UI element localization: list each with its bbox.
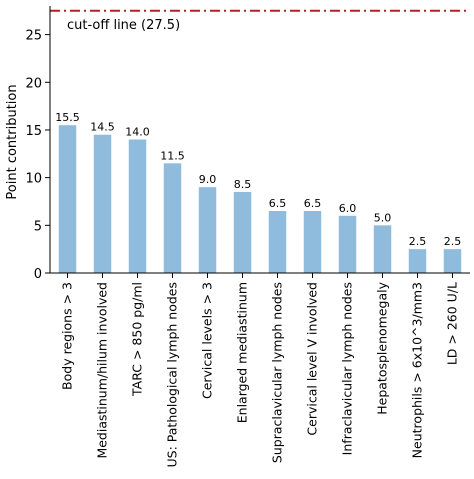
x-tick-label: Hepatosplenomegaly <box>375 281 390 414</box>
bar <box>58 125 77 273</box>
x-tick-label: Neutrophils > 6x10^3/mm3 <box>410 282 425 458</box>
bar <box>268 211 287 273</box>
x-tick-label: TARC > 850 pg/ml <box>130 282 145 397</box>
bar-value-label: 2.5 <box>444 235 462 248</box>
bar <box>373 225 392 273</box>
x-tick-label: Enlarged mediastinum <box>235 282 250 423</box>
x-tick-label: US: Pathological lymph nodes <box>165 282 180 467</box>
y-tick-label: 25 <box>25 29 42 44</box>
y-tick-label: 10 <box>25 172 42 187</box>
x-tick-label: Infraclavicular lymph nodes <box>340 282 355 455</box>
x-tick-label: Body regions > 3 <box>60 282 75 390</box>
y-tick-label: 0 <box>34 267 42 282</box>
bar <box>233 191 252 273</box>
y-ticks-layer: 0 5 10 15 20 25 <box>25 29 50 282</box>
x-tick-label: LD > 260 U/L <box>445 282 460 365</box>
x-tick-label: Supraclavicular lymph nodes <box>270 282 285 463</box>
x-ticks-layer: Body regions > 3 Mediastinum/hilum involv… <box>60 273 460 467</box>
value-labels-layer: 15.5 14.5 14.0 11.5 9.0 8.5 6.5 6.5 6.0 5.0 2.5 2.5 <box>55 111 461 248</box>
bar-value-label: 14.0 <box>125 126 150 139</box>
x-tick-label: Cervical level V involved <box>305 282 320 436</box>
x-tick-label: Cervical levels > 3 <box>200 282 215 399</box>
bar <box>198 187 217 273</box>
x-tick-label: Mediastinum/hilum involved <box>95 282 110 459</box>
axes-layer <box>49 6 470 274</box>
y-tick-label: 15 <box>25 124 42 139</box>
y-tick-label: 5 <box>34 219 42 234</box>
bar <box>163 163 182 273</box>
bar-value-label: 6.5 <box>304 197 322 210</box>
bar-value-label: 2.5 <box>409 235 427 248</box>
bar <box>443 249 462 273</box>
bar-value-label: 9.0 <box>199 173 217 186</box>
bar-value-label: 8.5 <box>234 178 252 191</box>
bar-value-label: 15.5 <box>55 111 80 124</box>
bar-value-label: 14.5 <box>90 121 115 134</box>
bar <box>338 215 357 273</box>
bar-value-label: 11.5 <box>160 149 185 162</box>
cutoff-line-label: cut-off line (27.5) <box>67 18 180 33</box>
bar <box>93 134 112 273</box>
bar <box>128 139 147 273</box>
bar-value-label: 6.5 <box>269 197 287 210</box>
bar <box>408 249 427 273</box>
y-tick-label: 20 <box>25 76 42 91</box>
bars-layer <box>58 125 462 273</box>
bar <box>303 211 322 273</box>
bar-value-label: 6.0 <box>339 202 357 215</box>
bar-value-label: 5.0 <box>374 211 392 224</box>
y-axis-label: Point contribution <box>5 84 20 199</box>
